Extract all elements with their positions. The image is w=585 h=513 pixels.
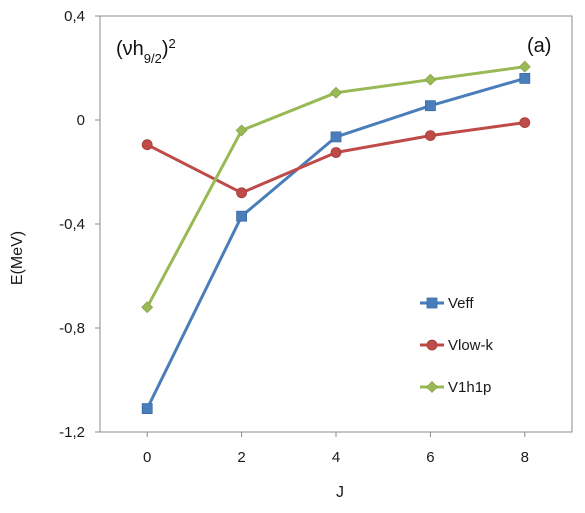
data-point bbox=[236, 187, 248, 199]
legend-item: Vlow-k bbox=[420, 337, 494, 354]
chart-title: (νh9/2)2 bbox=[116, 36, 176, 66]
legend: Veff Vlow-k V1h1p bbox=[420, 295, 494, 396]
y-axis-label: E(MeV) bbox=[9, 231, 26, 285]
y-tick-label: 0,4 bbox=[64, 8, 85, 25]
data-point bbox=[424, 73, 437, 86]
legend-label: Veff bbox=[448, 295, 474, 312]
y-tick-label: -1,2 bbox=[59, 424, 85, 441]
series-v1h1p bbox=[141, 60, 531, 314]
x-tick-label: 0 bbox=[143, 449, 151, 466]
legend-label: V1h1p bbox=[448, 379, 491, 396]
x-tick-label: 2 bbox=[237, 449, 245, 466]
x-axis-label: J bbox=[336, 484, 344, 501]
y-tick-label: -0,4 bbox=[59, 216, 85, 233]
legend-swatch-marker bbox=[426, 297, 438, 309]
data-point bbox=[141, 403, 153, 415]
series-layer bbox=[141, 60, 531, 415]
legend-item: V1h1p bbox=[420, 379, 491, 396]
data-point bbox=[519, 117, 531, 128]
y-tick-label: 0 bbox=[77, 112, 85, 129]
plot-frame bbox=[99, 15, 573, 433]
x-tick-label: 6 bbox=[426, 449, 434, 466]
series-line bbox=[145, 76, 526, 410]
data-point bbox=[141, 139, 153, 151]
series-vlow-k bbox=[141, 117, 531, 199]
data-point bbox=[424, 130, 436, 142]
data-point bbox=[235, 124, 248, 137]
series-line bbox=[145, 65, 526, 308]
y-axis-ticks: 0,4 0 -0,4 -0,8 -1,2 bbox=[59, 8, 100, 441]
data-point bbox=[519, 73, 531, 84]
panel-label: (a) bbox=[527, 35, 551, 57]
x-tick-label: 4 bbox=[332, 449, 340, 466]
legend-swatch-marker bbox=[426, 339, 438, 351]
data-point bbox=[518, 60, 531, 73]
x-tick-label: 8 bbox=[521, 449, 529, 466]
data-point bbox=[141, 301, 154, 314]
y-tick-label: -0,8 bbox=[59, 320, 85, 337]
data-point bbox=[330, 131, 342, 143]
data-point bbox=[236, 210, 248, 222]
data-point bbox=[424, 100, 436, 112]
legend-swatch-marker bbox=[426, 381, 438, 393]
data-point bbox=[330, 86, 342, 99]
data-point bbox=[330, 147, 342, 158]
series-veff bbox=[141, 73, 531, 415]
legend-label: Vlow-k bbox=[448, 337, 494, 354]
x-axis-ticks: 0 2 4 6 8 bbox=[143, 432, 529, 466]
legend-item: Veff bbox=[420, 295, 474, 312]
